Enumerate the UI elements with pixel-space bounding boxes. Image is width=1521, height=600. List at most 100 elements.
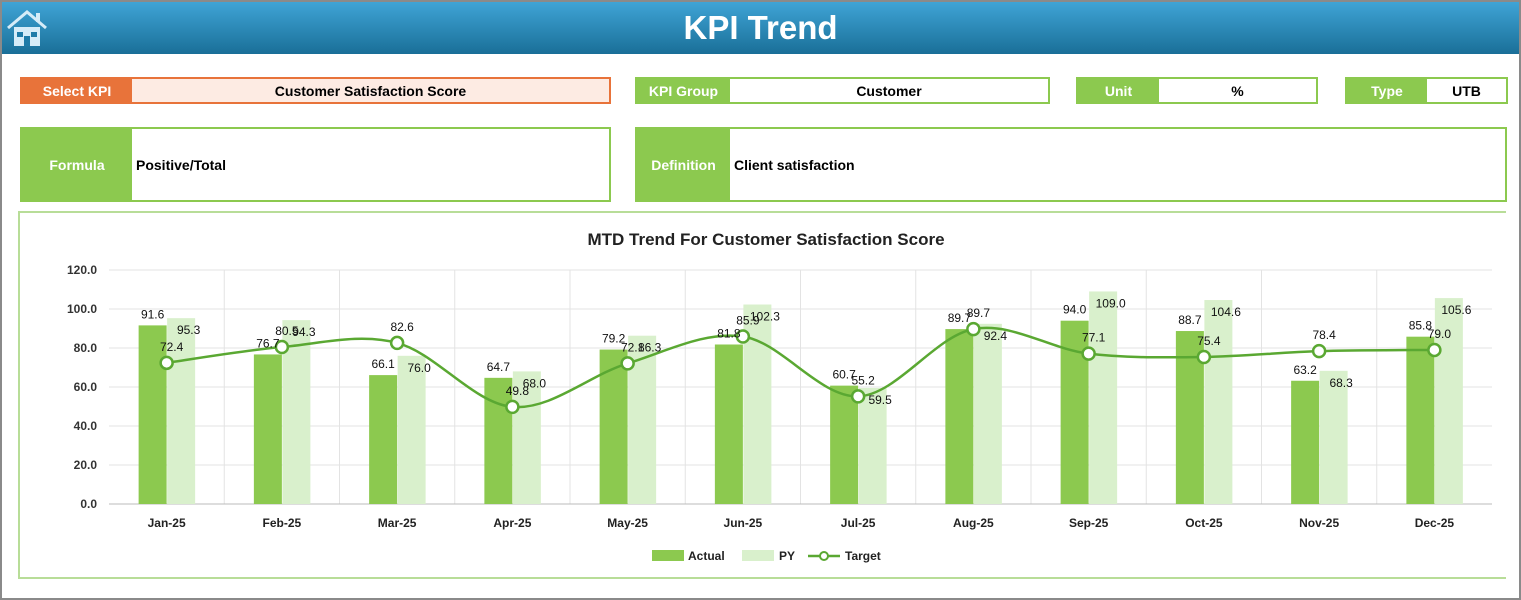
data-label-actual: 88.7	[1178, 313, 1202, 327]
type-label: Type	[1347, 79, 1427, 102]
data-label-actual: 66.1	[371, 357, 395, 371]
data-label-actual: 94.0	[1063, 303, 1087, 317]
formula-field: Formula Positive/Total	[20, 127, 611, 202]
legend-label-actual: Actual	[688, 549, 725, 563]
select-kpi-dropdown[interactable]: Customer Satisfaction Score	[132, 79, 609, 102]
bar-actual	[1291, 380, 1320, 504]
data-label-py: 105.6	[1441, 303, 1471, 317]
data-label-actual: 63.2	[1293, 363, 1317, 377]
data-label-target: 55.2	[851, 373, 875, 387]
bar-actual	[369, 375, 398, 504]
kpi-group-field: KPI Group Customer	[635, 77, 1050, 104]
definition-value: Client satisfaction	[734, 156, 855, 173]
data-label-actual: 79.2	[602, 332, 626, 346]
target-point	[1081, 346, 1096, 361]
y-tick-label: 80.0	[74, 341, 98, 355]
x-tick-label: Aug-25	[953, 516, 994, 530]
data-label-actual: 91.6	[141, 307, 165, 321]
type-field: Type UTB	[1345, 77, 1508, 104]
formula-value: Positive/Total	[136, 156, 226, 173]
data-label-target: 77.1	[1082, 331, 1106, 345]
home-icon[interactable]	[6, 8, 48, 48]
data-label-target: 80.5	[275, 324, 299, 338]
data-label-target: 78.4	[1312, 328, 1336, 342]
data-label-target: 49.8	[506, 384, 530, 398]
legend-swatch-actual	[652, 550, 684, 561]
type-value: UTB	[1452, 82, 1481, 99]
data-label-target: 79.0	[1428, 327, 1452, 341]
x-tick-label: Dec-25	[1415, 516, 1455, 530]
bar-actual	[599, 349, 628, 504]
data-label-actual: 60.7	[832, 368, 856, 382]
data-label-py: 68.0	[523, 376, 547, 390]
bar-py	[1434, 298, 1463, 504]
bar-py	[397, 355, 426, 504]
data-label-py: 59.5	[868, 393, 892, 407]
bar-actual	[1406, 336, 1435, 504]
bar-py	[1089, 291, 1118, 504]
target-point	[1427, 342, 1442, 358]
bar-py	[1204, 300, 1233, 504]
y-tick-label: 20.0	[74, 458, 98, 472]
unit-value: %	[1231, 82, 1244, 99]
y-tick-label: 40.0	[74, 419, 98, 433]
legend-marker-target	[819, 551, 829, 561]
x-tick-label: Oct-25	[1185, 516, 1223, 530]
bar-actual	[138, 325, 167, 504]
y-tick-label: 60.0	[74, 380, 98, 394]
unit-field: Unit %	[1076, 77, 1318, 104]
bar-actual	[714, 344, 743, 504]
bar-py	[858, 387, 887, 504]
unit-label: Unit	[1078, 79, 1159, 102]
x-tick-label: Jul-25	[841, 516, 876, 530]
data-label-target: 82.6	[390, 320, 414, 334]
target-point	[389, 335, 405, 351]
y-tick-label: 100.0	[67, 302, 97, 316]
data-label-target: 89.7	[967, 306, 991, 320]
data-label-actual: 81.8	[717, 326, 741, 340]
x-tick-label: Nov-25	[1299, 516, 1339, 530]
header-banner: KPI Trend	[2, 2, 1519, 54]
data-label-py: 102.3	[750, 310, 780, 324]
data-label-target: 85.9	[736, 313, 760, 327]
target-point	[620, 356, 635, 371]
target-point	[1311, 343, 1327, 359]
data-label-target: 72.1	[621, 340, 645, 354]
target-point	[1196, 349, 1212, 365]
x-tick-label: Apr-25	[493, 516, 531, 530]
data-label-target: 75.4	[1197, 334, 1221, 348]
data-label-py: 76.0	[407, 361, 431, 375]
kpi-group-label: KPI Group	[637, 79, 730, 102]
trend-chart: MTD Trend For Customer Satisfaction Scor…	[67, 230, 1492, 563]
bar-py	[512, 371, 541, 504]
data-label-actual: 89.7	[948, 311, 972, 325]
select-kpi-label: Select KPI	[22, 79, 132, 102]
data-label-actual: 64.7	[487, 360, 511, 374]
target-point	[159, 355, 174, 371]
select-kpi-field[interactable]: Select KPI Customer Satisfaction Score	[20, 77, 611, 104]
data-label-py: 68.3	[1329, 376, 1353, 390]
bar-actual	[830, 385, 859, 504]
kpi-group-value: Customer	[856, 82, 922, 99]
legend-swatch-py	[742, 550, 774, 561]
legend-label-py: PY	[779, 549, 795, 563]
formula-label: Formula	[22, 129, 132, 200]
target-point	[505, 399, 520, 415]
data-label-py: 94.3	[292, 325, 316, 339]
data-label-py: 109.0	[1096, 296, 1126, 310]
legend-label-target: Target	[845, 549, 881, 563]
target-point	[850, 389, 866, 404]
data-label-actual: 76.7	[256, 336, 280, 350]
x-tick-label: May-25	[607, 516, 648, 530]
y-tick-label: 120.0	[67, 263, 97, 277]
data-label-py: 104.6	[1211, 305, 1241, 319]
data-label-py: 92.4	[984, 329, 1008, 343]
target-point	[735, 329, 751, 344]
bar-py	[167, 318, 196, 504]
x-tick-label: Feb-25	[263, 516, 302, 530]
data-label-py: 95.3	[177, 323, 201, 337]
chart-title: MTD Trend For Customer Satisfaction Scor…	[587, 230, 944, 249]
y-tick-label: 0.0	[80, 497, 97, 511]
chart-panel: MTD Trend For Customer Satisfaction Scor…	[18, 211, 1506, 579]
data-label-target: 72.4	[160, 340, 184, 354]
